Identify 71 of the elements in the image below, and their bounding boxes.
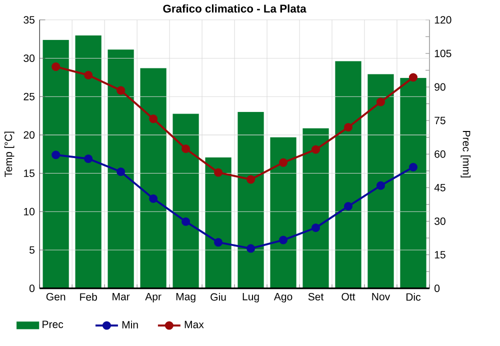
y2-tick-label: 60 (434, 150, 446, 158)
point (311, 145, 320, 154)
point (408, 73, 418, 82)
bar (205, 158, 232, 289)
y2-tick-label: 75 (434, 117, 446, 124)
point (278, 158, 288, 168)
point (214, 168, 223, 178)
point (52, 62, 60, 72)
x-tick-label: Gen (46, 293, 66, 301)
y-tick-label: 0 (30, 284, 35, 292)
bar (270, 137, 296, 289)
y2-tick-label: 90 (434, 83, 446, 91)
y2-tick-label: 15 (434, 251, 446, 259)
point (246, 175, 256, 184)
point (116, 168, 126, 176)
legend-label: Max (184, 321, 204, 328)
bar (140, 68, 166, 289)
bar (172, 114, 199, 289)
point (246, 244, 256, 253)
point (52, 150, 60, 160)
y2-tick-label: 45 (434, 184, 446, 192)
point (182, 218, 190, 226)
x-tick-label: Ago (274, 293, 292, 303)
point (344, 123, 353, 132)
y-axis-title: Temp [°C] (4, 132, 14, 178)
point (182, 144, 190, 154)
bar (42, 40, 69, 289)
bar (238, 112, 264, 289)
y2-tick-label: 120 (434, 16, 452, 24)
bar (368, 74, 394, 289)
y-tick-label: 25 (24, 93, 35, 101)
point (84, 71, 93, 80)
point (408, 163, 418, 172)
point (376, 98, 386, 106)
x-tick-label: Mar (112, 293, 130, 301)
bar (400, 78, 426, 289)
x-tick-label: Nov (372, 293, 390, 301)
y-tick-label: 10 (24, 208, 35, 216)
bar (108, 50, 134, 289)
x-tick-label: Giu (210, 293, 226, 301)
y-tick-label: 35 (24, 16, 35, 24)
x-tick-label: Lug (242, 293, 259, 303)
x-tick-label: Ott (342, 293, 356, 301)
legend-label: Min (122, 320, 138, 329)
point (149, 114, 158, 124)
point (214, 238, 223, 247)
x-tick-label: Dic (406, 293, 421, 301)
x-tick-label: Apr (145, 293, 162, 303)
point (84, 154, 93, 164)
legend-label: Prec (42, 320, 64, 328)
y2-axis-title: Prec [mm] (460, 131, 471, 178)
point (116, 86, 126, 95)
y-tick-label: 30 (24, 54, 35, 62)
x-tick-label: Feb (80, 293, 97, 301)
bar (335, 61, 362, 289)
y-tick-label: 15 (24, 170, 35, 178)
chart-title: Grafico climatico - La Plata (163, 4, 306, 13)
y-tick-label: 5 (30, 246, 35, 254)
y2-tick-label: 105 (434, 50, 452, 58)
point (311, 224, 320, 232)
point (376, 181, 386, 190)
bar (75, 36, 102, 289)
point (344, 202, 353, 211)
y2-tick-label: 30 (434, 218, 446, 226)
point (149, 194, 158, 204)
y2-tick-label: 0 (434, 284, 440, 292)
y-tick-label: 20 (24, 131, 35, 139)
x-tick-label: Set (308, 293, 324, 301)
point (278, 236, 288, 245)
x-tick-label: Mag (176, 293, 196, 303)
bar (302, 128, 329, 289)
